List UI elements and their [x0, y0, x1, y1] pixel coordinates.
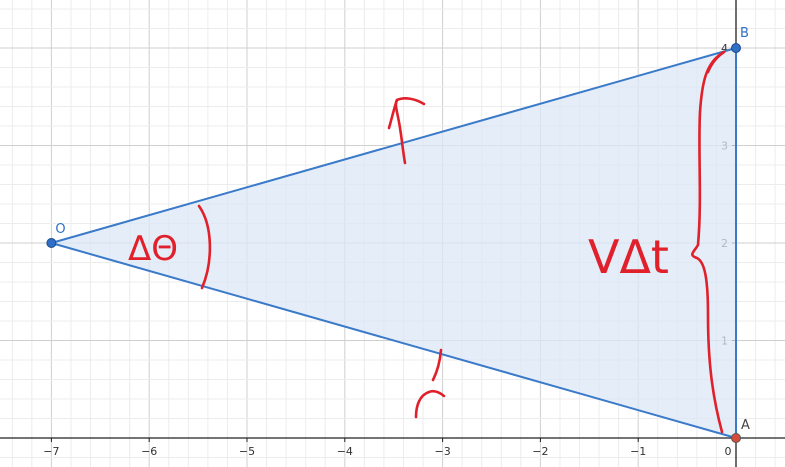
x-tick-label: −3: [434, 445, 450, 458]
segment-OA[interactable]: [51, 242, 737, 439]
x-tick-label: −4: [337, 445, 353, 458]
x-tick-label: −6: [141, 445, 157, 458]
point-A[interactable]: [731, 433, 741, 443]
upper-arrow-mark: [394, 97, 426, 165]
lower-arrow-mark: [414, 389, 446, 419]
point-O-label: O: [55, 222, 65, 237]
handwritten-annotations: [197, 50, 726, 434]
point-O[interactable]: [46, 238, 57, 248]
x-tick-label: −1: [630, 445, 646, 458]
triangle-OAB[interactable]: [51, 48, 736, 438]
angle-arc: [197, 204, 212, 290]
point-B-label: B: [740, 26, 749, 41]
point-A-label: A: [741, 418, 750, 433]
curly-brace-top: [706, 50, 726, 74]
point-B[interactable]: [731, 43, 741, 53]
angle-label-delta-theta: ΔΘ: [128, 229, 178, 269]
points: [46, 43, 741, 443]
x-tick-labels: −7 −6 −5 −4 −3 −2 −1 0: [43, 438, 737, 458]
y-tick-label: 4: [721, 42, 728, 55]
x-tick-label: −5: [239, 445, 255, 458]
lower-arrow-tick: [431, 348, 443, 382]
segment-OB[interactable]: [51, 47, 737, 244]
x-tick-label: −7: [43, 445, 59, 458]
length-label-v-delta-t: VΔt: [588, 230, 669, 284]
curly-brace: [691, 50, 726, 434]
x-tick-label: 0: [725, 445, 732, 458]
upper-arrow-tick: [387, 98, 399, 130]
x-tick-label: −2: [532, 445, 548, 458]
triangle-sides: [51, 47, 737, 439]
